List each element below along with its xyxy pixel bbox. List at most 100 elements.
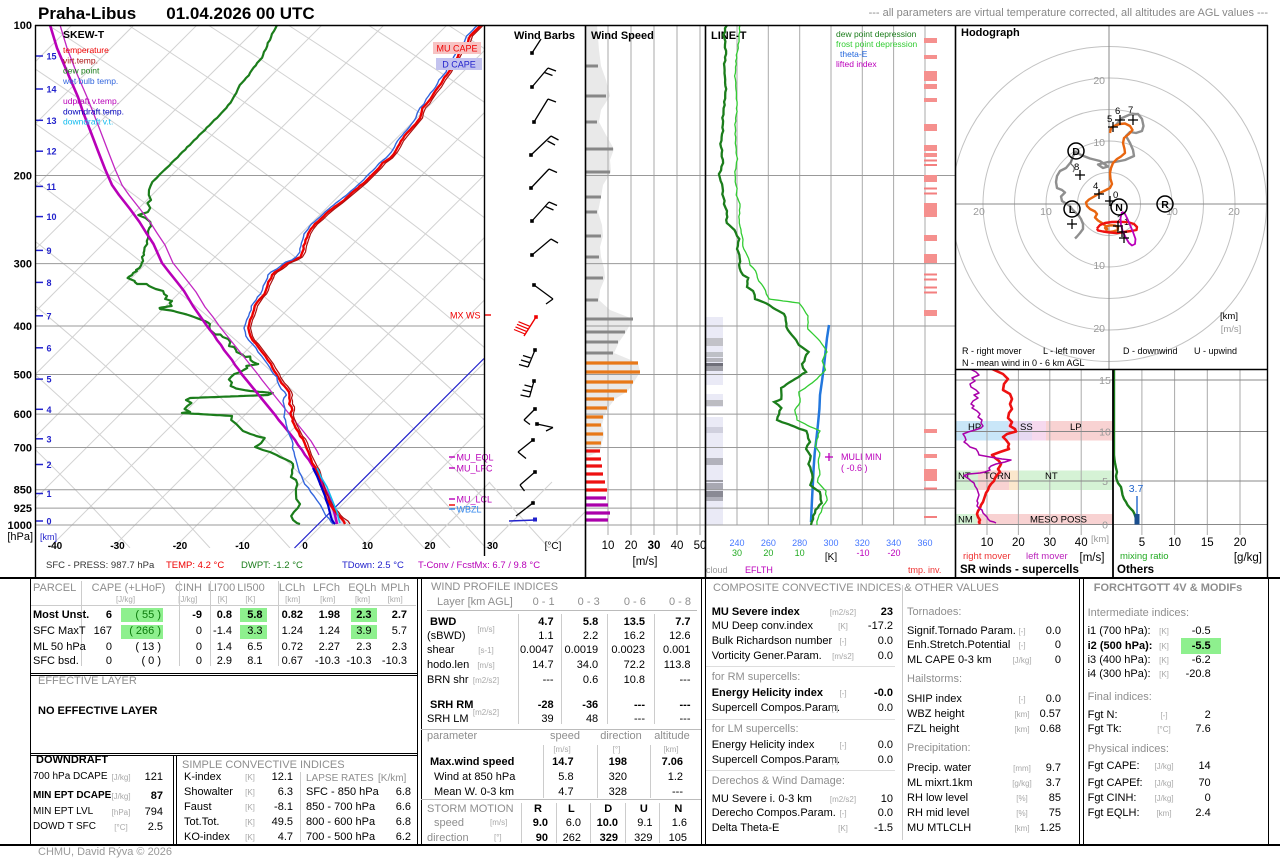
- svg-text:MULI MIN: MULI MIN: [841, 452, 882, 462]
- svg-text:downdraft v.t.: downdraft v.t.: [63, 117, 113, 127]
- svg-text:dew point: dew point: [63, 66, 100, 76]
- svg-text:temperature: temperature: [63, 45, 109, 55]
- svg-text:600: 600: [14, 409, 32, 421]
- svg-text:10: 10: [795, 548, 805, 558]
- svg-text:TDown: 2.5 °C: TDown: 2.5 °C: [342, 560, 404, 571]
- svg-text:50: 50: [694, 540, 707, 552]
- svg-text:2: 2: [47, 460, 52, 470]
- svg-text:20: 20: [1093, 323, 1105, 335]
- svg-text:SS: SS: [1020, 422, 1033, 433]
- svg-text:[hPa]: [hPa]: [7, 531, 33, 543]
- svg-text:Wind Speed: Wind Speed: [591, 30, 654, 42]
- svg-text:15: 15: [1201, 537, 1214, 549]
- svg-text:Others: Others: [1117, 564, 1154, 576]
- svg-text:mixing ratio: mixing ratio: [1120, 551, 1169, 562]
- svg-text:-20: -20: [173, 541, 188, 552]
- svg-text:925: 925: [14, 503, 32, 515]
- svg-text:260: 260: [761, 538, 776, 548]
- svg-text:LINE-T: LINE-T: [711, 30, 747, 42]
- svg-text:dew point depression: dew point depression: [836, 29, 917, 39]
- svg-text:40: 40: [671, 540, 684, 552]
- svg-text:850: 850: [14, 485, 32, 497]
- svg-text:20: 20: [625, 540, 638, 552]
- svg-text:left mover: left mover: [1026, 551, 1068, 562]
- svg-text:20: 20: [1093, 75, 1105, 87]
- svg-text:cloud: cloud: [706, 565, 728, 575]
- svg-text:lifted index: lifted index: [836, 59, 877, 69]
- svg-text:NT: NT: [1045, 471, 1058, 482]
- svg-text:virt.temp.: virt.temp.: [63, 55, 98, 65]
- svg-text:[km]: [km]: [40, 532, 57, 542]
- svg-text:14: 14: [47, 85, 57, 95]
- svg-text:-20: -20: [887, 548, 900, 558]
- svg-text:10: 10: [981, 537, 994, 549]
- svg-text:5: 5: [1139, 537, 1145, 549]
- svg-text:6: 6: [1115, 106, 1120, 117]
- svg-text:300: 300: [14, 259, 32, 271]
- svg-text:0: 0: [302, 541, 308, 552]
- svg-text:0: 0: [47, 517, 52, 527]
- svg-text:[m/s]: [m/s]: [633, 556, 658, 568]
- svg-text:-30: -30: [110, 541, 125, 552]
- svg-text:D CAPE: D CAPE: [442, 60, 476, 70]
- svg-text:-10: -10: [235, 541, 250, 552]
- svg-text:[m/s]: [m/s]: [1221, 324, 1242, 335]
- svg-text:SFC - PRESS: 987.7 hPa: SFC - PRESS: 987.7 hPa: [46, 560, 155, 571]
- svg-text:D: D: [1072, 146, 1080, 158]
- svg-text:30: 30: [732, 548, 742, 558]
- svg-text:5: 5: [1107, 114, 1112, 125]
- svg-text:10: 10: [1099, 427, 1111, 439]
- svg-text:7: 7: [47, 311, 52, 321]
- svg-text:wet bulb temp.: wet bulb temp.: [62, 76, 118, 86]
- svg-text:8: 8: [1074, 162, 1079, 173]
- svg-text:MU CAPE: MU CAPE: [436, 44, 477, 54]
- svg-text:downdraft temp.: downdraft temp.: [63, 106, 124, 116]
- svg-text:11: 11: [47, 182, 57, 192]
- svg-text:frost point depression: frost point depression: [836, 39, 918, 49]
- svg-text:L - left mover: L - left mover: [1043, 346, 1095, 356]
- svg-text:20: 20: [1012, 537, 1025, 549]
- svg-text:EFLTH: EFLTH: [745, 565, 773, 575]
- svg-text:U - upwind: U - upwind: [1194, 346, 1237, 356]
- svg-text:TEMP: 4.2 °C: TEMP: 4.2 °C: [166, 560, 224, 571]
- svg-text:15: 15: [1099, 375, 1111, 387]
- svg-text:udpraft v.temp.: udpraft v.temp.: [63, 96, 119, 106]
- svg-text:[K]: [K]: [825, 552, 837, 563]
- svg-text:[m/s]: [m/s]: [1080, 552, 1105, 564]
- svg-text:Wind Barbs: Wind Barbs: [514, 30, 575, 42]
- svg-text:R: R: [1161, 199, 1169, 211]
- svg-text:Hodograph: Hodograph: [961, 27, 1020, 39]
- svg-text:10: 10: [362, 541, 374, 552]
- svg-text:SR winds - supercells: SR winds - supercells: [960, 564, 1079, 576]
- svg-text:400: 400: [14, 321, 32, 333]
- svg-text:-40: -40: [48, 541, 63, 552]
- svg-text:MU_EQL: MU_EQL: [457, 453, 494, 463]
- svg-text:[g/kg]: [g/kg]: [1234, 552, 1262, 564]
- svg-text:6: 6: [47, 343, 52, 353]
- svg-text:8: 8: [47, 278, 52, 288]
- svg-text:12: 12: [47, 147, 57, 157]
- svg-text:DWPT: -1.2 °C: DWPT: -1.2 °C: [241, 560, 303, 571]
- svg-text:10: 10: [1093, 260, 1105, 272]
- svg-text:3.7: 3.7: [1129, 483, 1144, 495]
- svg-text:tmp. inv.: tmp. inv.: [908, 565, 941, 575]
- svg-text:30: 30: [487, 541, 499, 552]
- svg-text:240: 240: [729, 538, 744, 548]
- svg-text:20: 20: [763, 548, 773, 558]
- svg-text:0: 0: [1102, 520, 1108, 532]
- svg-text:20: 20: [424, 541, 436, 552]
- svg-text:10: 10: [1093, 137, 1105, 149]
- svg-text:20: 20: [1234, 537, 1247, 549]
- svg-text:WBZL: WBZL: [457, 505, 482, 515]
- svg-text:[km]: [km]: [1220, 311, 1238, 322]
- svg-text:15: 15: [47, 52, 57, 62]
- svg-text:MX WS: MX WS: [450, 311, 481, 321]
- svg-text:5: 5: [47, 375, 52, 385]
- svg-text:R - right mover: R - right mover: [962, 346, 1022, 356]
- svg-text:MU_LCL: MU_LCL: [457, 495, 493, 505]
- svg-text:10: 10: [1166, 206, 1178, 218]
- svg-text:100: 100: [14, 20, 32, 32]
- svg-text:320: 320: [855, 538, 870, 548]
- svg-text:L: L: [1069, 204, 1076, 216]
- svg-text:3: 3: [47, 434, 52, 444]
